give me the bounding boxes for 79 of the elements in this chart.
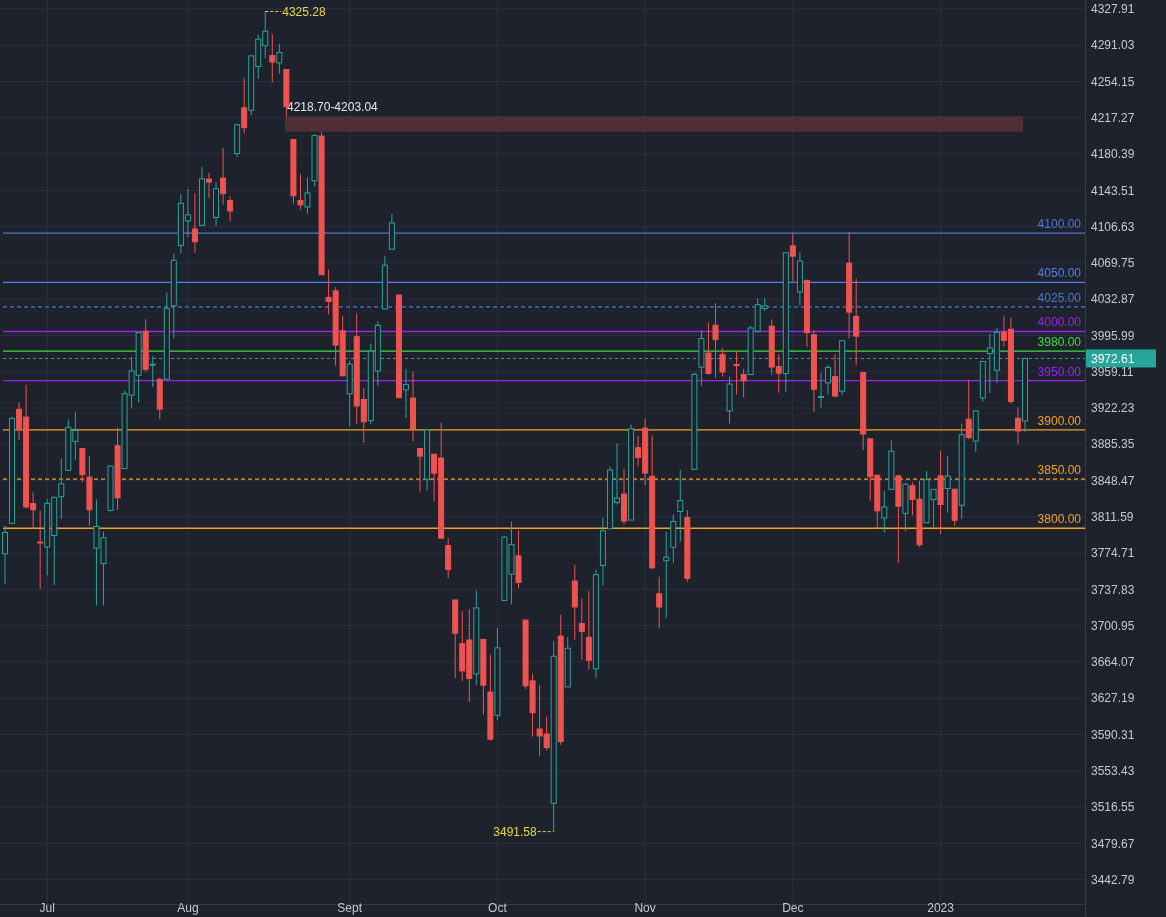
ref-line-label: 3850.00 <box>1037 463 1082 478</box>
candlestick <box>2 525 8 585</box>
y-tick-label: 3774.71 <box>1091 546 1135 561</box>
candlestick <box>276 43 283 75</box>
candlestick <box>832 353 839 398</box>
y-tick-label: 4254.15 <box>1091 74 1135 89</box>
ref-line-label: 3800.00 <box>1037 512 1082 527</box>
y-tick-label: 4180.39 <box>1091 147 1135 162</box>
y-tick-label: 4143.51 <box>1091 183 1135 198</box>
y-tick-label: 3995.99 <box>1091 328 1135 343</box>
candlestick <box>206 172 212 199</box>
y-tick-label: 4032.87 <box>1091 292 1135 307</box>
ref-line-label: 3950.00 <box>1037 364 1082 379</box>
y-tick-label: 3590.31 <box>1091 727 1135 742</box>
y-tick-label: 3885.35 <box>1091 437 1135 452</box>
y-tick-label: 3737.83 <box>1091 582 1135 597</box>
ref-line-label: 4100.00 <box>1037 217 1082 232</box>
y-tick-label: 3922.23 <box>1091 401 1135 416</box>
y-tick-label: 3627.19 <box>1091 691 1135 706</box>
candlestick <box>578 597 585 661</box>
candlestick <box>719 347 726 377</box>
x-tick-label: 2023 <box>927 901 955 916</box>
candlestick <box>944 455 951 514</box>
candlestick <box>825 364 832 396</box>
candlestick <box>445 537 452 579</box>
candlestick <box>1014 406 1021 445</box>
x-tick-label: Sept <box>337 901 363 916</box>
x-tick-label: Oct <box>488 901 508 916</box>
y-tick-label: 3516.55 <box>1091 800 1135 815</box>
candlestick <box>37 510 44 590</box>
y-tick-label: 3959.11 <box>1091 364 1134 379</box>
y-tick-label: 4291.03 <box>1091 38 1135 53</box>
y-tick-label: 4069.75 <box>1091 256 1135 271</box>
band-label: 4218.70-4203.04 <box>287 100 379 115</box>
candlestick <box>705 322 712 375</box>
x-tick-label: Aug <box>177 901 199 916</box>
candlestick <box>585 590 592 670</box>
ref-line-label: 3900.00 <box>1037 413 1082 428</box>
candlestick <box>740 368 747 398</box>
candlestick <box>304 176 311 214</box>
y-tick-label: 3442.79 <box>1091 872 1135 887</box>
candlestick <box>853 278 860 366</box>
y-tick-label: 3664.07 <box>1091 655 1135 670</box>
y-tick-label: 4327.91 <box>1091 2 1135 17</box>
candlestick <box>269 33 276 84</box>
annotation: 4325.28 <box>282 4 326 19</box>
candlestick <box>297 173 304 211</box>
y-tick-label: 3811.59 <box>1091 510 1134 525</box>
candlestick <box>881 490 888 534</box>
y-tick-label: 3479.67 <box>1091 836 1135 851</box>
y-tick-label: 4217.27 <box>1091 110 1135 125</box>
y-tick-label: 3700.95 <box>1091 618 1135 633</box>
candlestick <box>677 469 684 543</box>
candlestick <box>818 372 824 409</box>
candlestick <box>191 192 198 254</box>
x-tick-label: Jul <box>39 901 55 916</box>
candlestick <box>663 531 670 619</box>
candlestick <box>417 448 424 493</box>
ref-line-label: 4000.00 <box>1037 315 1082 330</box>
candlestick <box>58 457 65 520</box>
y-tick-label: 3553.43 <box>1091 763 1135 778</box>
candlestick <box>712 302 719 379</box>
x-tick-label: Nov <box>634 901 656 916</box>
candlestick <box>789 232 796 282</box>
ref-line-label: 3972.61 <box>1091 351 1135 366</box>
candlestick <box>402 368 409 419</box>
ref-line-label: 4050.00 <box>1037 266 1082 281</box>
candlestick <box>227 195 234 222</box>
candlestick <box>220 147 227 206</box>
candlestick <box>241 77 248 134</box>
y-tick-label: 3848.47 <box>1091 473 1135 488</box>
ref-line-label: 3980.00 <box>1037 335 1082 350</box>
candlestick <box>656 576 663 629</box>
candlestick <box>733 350 740 395</box>
x-tick-label: Dec <box>782 901 804 916</box>
candlestick <box>965 379 972 440</box>
ref-line-label: 4025.00 <box>1037 290 1082 305</box>
y-tick-label: 4106.63 <box>1091 219 1135 234</box>
annotation: 3491.58 <box>493 824 537 839</box>
